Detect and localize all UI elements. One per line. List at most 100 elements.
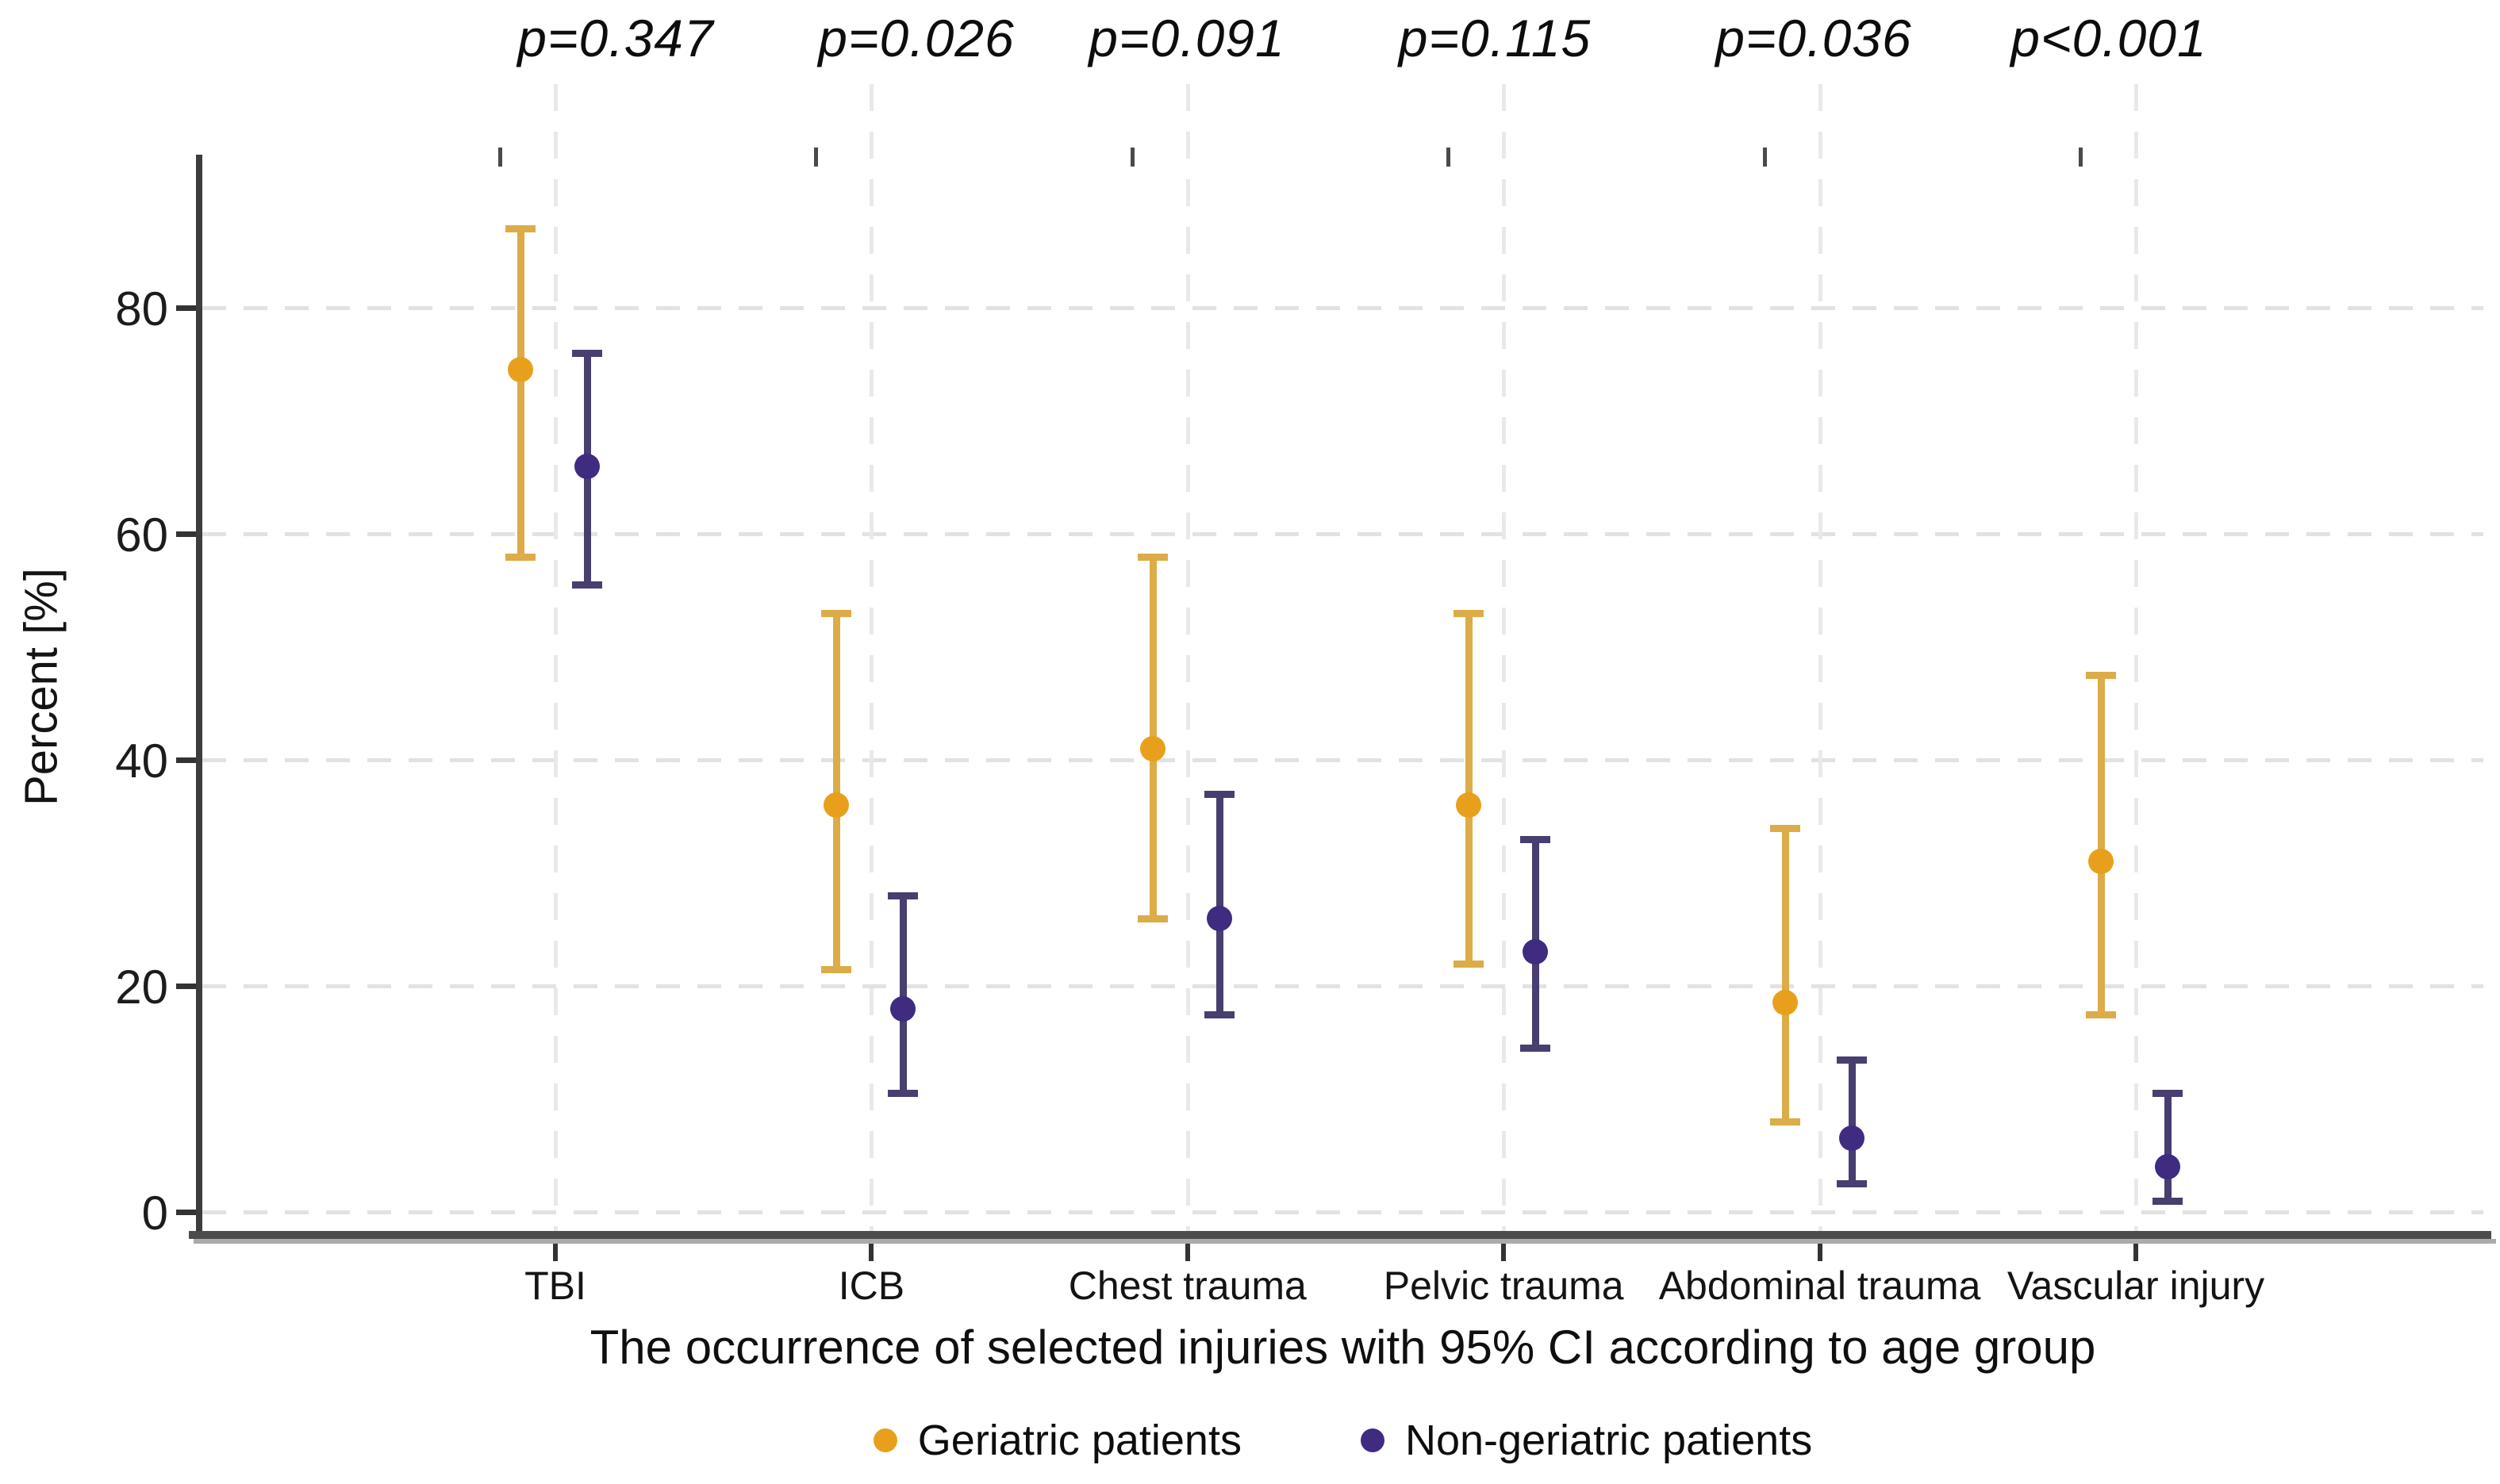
- data-point: [890, 995, 916, 1022]
- data-point: [508, 357, 533, 383]
- legend-label: Geriatric patients: [917, 1417, 1242, 1464]
- data-point: [2088, 849, 2114, 875]
- data-point: [574, 453, 600, 479]
- x-axis-line: [189, 1231, 2491, 1239]
- ci-cap-lower: [2152, 1197, 2183, 1205]
- ci-bar: [2098, 675, 2105, 1014]
- x-category-label: Abdominal trauma: [1658, 1264, 1981, 1308]
- x-category-label: TBI: [524, 1264, 586, 1308]
- v-gridline: [2134, 84, 2138, 1231]
- p-value-label: p<0.001: [2010, 9, 2207, 67]
- ci-cap-lower: [2086, 1010, 2116, 1018]
- y-tick: [176, 531, 202, 537]
- y-tick-label: 40: [115, 734, 168, 788]
- ci-bar: [833, 612, 841, 969]
- y-tick: [176, 1210, 202, 1215]
- p-value-label: p=0.347: [517, 9, 714, 67]
- ci-bar: [2164, 1093, 2172, 1201]
- x-tick: [2133, 1231, 2138, 1261]
- x-tick: [1817, 1231, 1822, 1261]
- top-tick: [1762, 148, 1767, 167]
- ci-bar: [1781, 827, 1789, 1122]
- ci-cap-upper: [572, 350, 602, 357]
- ci-bar: [517, 228, 524, 557]
- data-point: [824, 792, 850, 818]
- top-tick: [2079, 148, 2083, 167]
- y-tick-label: 80: [115, 282, 168, 336]
- top-tick: [814, 148, 819, 167]
- data-point: [1838, 1125, 1864, 1152]
- h-gridline: [202, 1210, 2483, 1214]
- ci-cap-upper: [1137, 553, 1168, 561]
- ci-cap-lower: [821, 965, 852, 973]
- x-axis-title: The occurrence of selected injuries with…: [589, 1321, 2096, 1374]
- ci-cap-upper: [888, 892, 919, 899]
- x-tick: [869, 1231, 874, 1261]
- ci-cap-lower: [1769, 1118, 1800, 1125]
- ci-cap-lower: [1204, 1010, 1235, 1018]
- v-gridline: [1502, 84, 1507, 1231]
- y-tick-label: 20: [115, 961, 168, 1014]
- x-tick: [553, 1231, 558, 1261]
- v-gridline: [870, 84, 874, 1231]
- h-gridline: [202, 532, 2483, 536]
- ci-cap-upper: [1520, 835, 1551, 843]
- ci-cap-upper: [1836, 1056, 1867, 1064]
- data-point: [1772, 990, 1798, 1016]
- ci-bar: [1848, 1059, 1856, 1184]
- y-axis-label: Percent [%]: [15, 568, 67, 806]
- data-point: [1139, 735, 1166, 761]
- data-point: [2155, 1154, 2180, 1179]
- v-gridline: [1185, 84, 1190, 1231]
- x-category-label: Vascular injury: [2007, 1264, 2265, 1308]
- y-tick-label: 0: [141, 1187, 168, 1240]
- legend: Geriatric patients Non-geriatric patients: [202, 1410, 2483, 1471]
- p-value-label: p=0.036: [1715, 9, 1912, 67]
- p-value-label: p=0.091: [1089, 9, 1285, 67]
- ci-cap-lower: [1137, 915, 1168, 922]
- y-tick: [176, 984, 202, 989]
- h-gridline: [202, 306, 2483, 310]
- ci-cap-upper: [1204, 790, 1235, 798]
- ci-cap-upper: [2152, 1090, 2183, 1098]
- legend-item: Geriatric patients: [873, 1416, 1242, 1465]
- ci-cap-upper: [821, 609, 852, 617]
- ci-bar: [1215, 793, 1223, 1014]
- ci-cap-lower: [505, 553, 536, 561]
- ci-cap-upper: [2086, 672, 2116, 680]
- x-category-label: ICB: [838, 1264, 905, 1308]
- y-tick-label: 60: [115, 508, 168, 562]
- p-value-label: p=0.026: [818, 9, 1015, 67]
- top-tick: [498, 148, 502, 167]
- h-gridline: [202, 984, 2483, 988]
- ci-cap-lower: [1836, 1180, 1867, 1188]
- x-tick: [1501, 1231, 1507, 1261]
- y-axis-line: [196, 155, 202, 1239]
- data-point: [1456, 792, 1482, 818]
- ci-cap-lower: [888, 1090, 919, 1098]
- ci-bar: [1465, 612, 1473, 964]
- v-gridline: [1818, 84, 1822, 1231]
- data-point: [1206, 905, 1232, 931]
- x-tick: [1185, 1231, 1190, 1261]
- ci-cap-upper: [505, 225, 536, 233]
- y-tick: [176, 305, 202, 311]
- ci-cap-lower: [572, 581, 602, 589]
- x-category-label: Pelvic trauma: [1383, 1264, 1624, 1308]
- y-tick: [176, 757, 202, 763]
- legend-item: Non-geriatric patients: [1360, 1416, 1813, 1465]
- legend-marker-icon: [1360, 1428, 1384, 1452]
- h-gridline: [202, 758, 2483, 762]
- legend-label: Non-geriatric patients: [1404, 1417, 1813, 1464]
- x-axis-shadow: [194, 1239, 2496, 1244]
- top-tick: [1446, 148, 1451, 167]
- legend-marker-icon: [873, 1428, 897, 1452]
- ci-cap-upper: [1454, 609, 1484, 617]
- top-tick: [1130, 148, 1135, 167]
- ci-cap-lower: [1454, 960, 1484, 968]
- ci-bar: [900, 895, 908, 1094]
- p-value-label: p=0.115: [1398, 9, 1592, 67]
- p-value-row: p=0.347 p=0.026 p=0.091 p=0.115 p=0.036 p<0.0…: [0, 0, 2500, 87]
